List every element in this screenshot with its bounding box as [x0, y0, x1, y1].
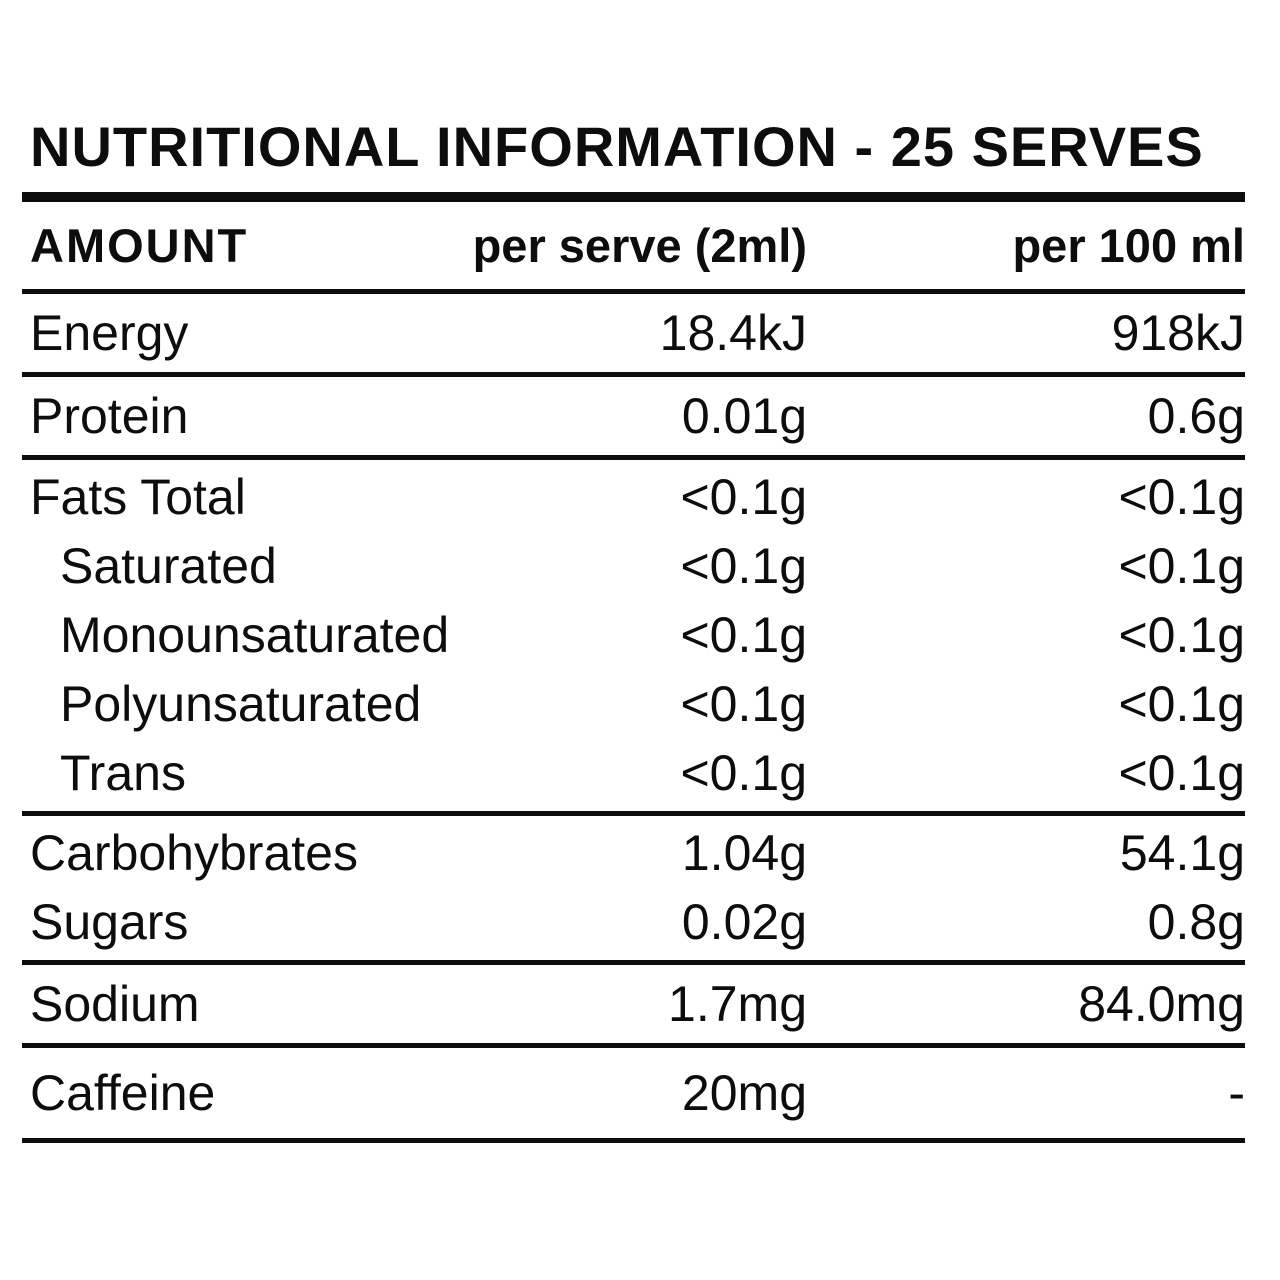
table-section: Carbohybrates 1.04g 54.1g Sugars 0.02g 0.8g	[22, 816, 1245, 965]
per-100ml-value: 54.1g	[1119, 825, 1245, 881]
per-serve-value: 18.4kJ	[659, 305, 807, 361]
nutrient-label: Saturated	[60, 538, 277, 594]
per-serve-value: <0.1g	[680, 745, 807, 801]
per-100ml-value: <0.1g	[1118, 676, 1245, 732]
nutrient-label: Energy	[30, 305, 189, 361]
per-100ml-value: 0.6g	[1147, 388, 1245, 444]
per-100ml-value: <0.1g	[1118, 607, 1245, 663]
table-section: Protein 0.01g 0.6g	[22, 377, 1245, 460]
nutrient-row: Protein 0.01g 0.6g	[22, 385, 1245, 447]
per-serve-value: <0.1g	[680, 676, 807, 732]
column-header-per-serve: per serve (2ml)	[472, 219, 807, 272]
nutrient-row: Sugars 0.02g 0.8g	[22, 888, 1245, 957]
per-serve-value: <0.1g	[680, 469, 807, 525]
per-100ml-value: <0.1g	[1118, 538, 1245, 594]
per-100ml-value: 84.0mg	[1078, 976, 1245, 1032]
table-section: Energy 18.4kJ 918kJ	[22, 294, 1245, 377]
nutrient-label: Protein	[30, 388, 189, 444]
per-serve-value: 0.01g	[681, 388, 807, 444]
nutrient-label: Sugars	[30, 894, 189, 950]
nutrient-label: Sodium	[30, 976, 200, 1032]
per-serve-value: 0.02g	[681, 894, 807, 950]
table-body: Energy 18.4kJ 918kJ Protein 0.01g 0.6g Fats To…	[22, 294, 1245, 1143]
nutrient-row: Energy 18.4kJ 918kJ	[22, 302, 1245, 364]
nutrient-row: Caffeine 20mg -	[22, 1062, 1245, 1124]
nutrient-label: Carbohybrates	[30, 825, 358, 881]
nutrient-label: Monounsaturated	[60, 607, 450, 663]
nutrient-row: Sodium 1.7mg 84.0mg	[22, 973, 1245, 1035]
header-divider	[22, 289, 1245, 294]
nutrient-row: Polyunsaturated <0.1g <0.1g	[22, 670, 1245, 739]
table-section: Sodium 1.7mg 84.0mg	[22, 965, 1245, 1048]
table-section: Caffeine 20mg -	[22, 1048, 1245, 1143]
per-serve-value: 1.04g	[681, 825, 807, 881]
table-section: Fats Total <0.1g <0.1g Saturated <0.1g <0.1g M…	[22, 460, 1245, 816]
nutrient-row: Monounsaturated <0.1g <0.1g	[22, 601, 1245, 670]
title-divider	[22, 192, 1245, 202]
nutrient-row: Saturated <0.1g <0.1g	[22, 532, 1245, 601]
nutrient-label: Caffeine	[30, 1065, 216, 1121]
nutrient-row: Trans <0.1g <0.1g	[22, 739, 1245, 808]
per-100ml-value: -	[1228, 1065, 1245, 1121]
per-serve-value: <0.1g	[680, 607, 807, 663]
nutrition-panel: NUTRITIONAL INFORMATION - 25 SERVES AMOU…	[22, 116, 1245, 1143]
per-100ml-value: <0.1g	[1118, 745, 1245, 801]
column-header-per-100ml: per 100 ml	[1012, 219, 1245, 272]
nutrient-label: Fats Total	[30, 469, 246, 525]
per-serve-value: 20mg	[681, 1065, 807, 1121]
per-serve-value: <0.1g	[680, 538, 807, 594]
column-header-amount: AMOUNT	[30, 219, 249, 272]
nutrient-row: Fats Total <0.1g <0.1g	[22, 463, 1245, 532]
per-serve-value: 1.7mg	[668, 976, 807, 1032]
nutrient-label: Polyunsaturated	[60, 676, 422, 732]
table-header: AMOUNT per serve (2ml) per 100 ml	[22, 202, 1245, 289]
per-100ml-value: <0.1g	[1118, 469, 1245, 525]
per-100ml-value: 918kJ	[1111, 305, 1245, 361]
per-100ml-value: 0.8g	[1147, 894, 1245, 950]
panel-title: NUTRITIONAL INFORMATION - 25 SERVES	[30, 115, 1204, 178]
nutrient-row: Carbohybrates 1.04g 54.1g	[22, 819, 1245, 888]
nutrient-label: Trans	[60, 745, 186, 801]
